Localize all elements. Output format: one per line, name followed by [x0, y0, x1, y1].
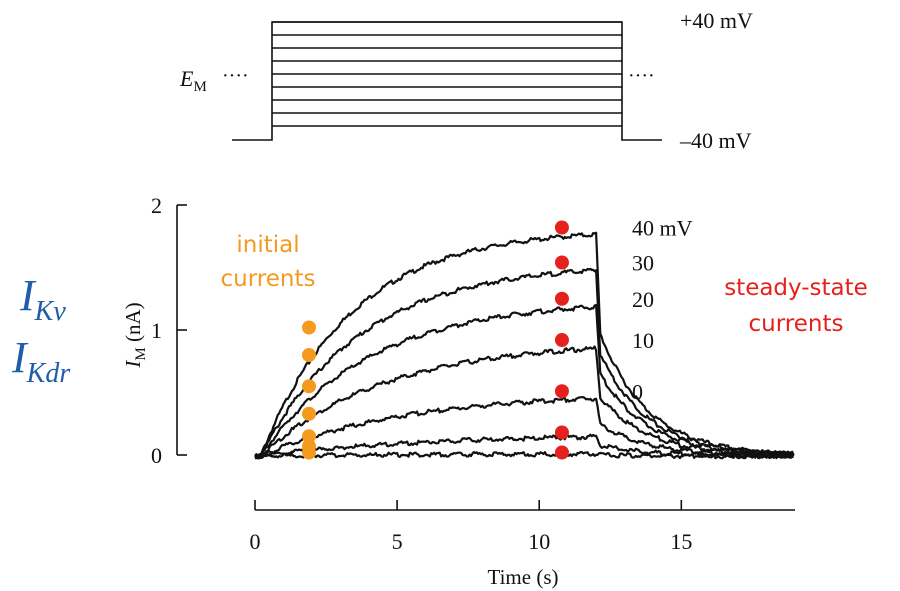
- current-label-kdr: IKdr: [11, 333, 70, 389]
- holding-potential-label: EM: [179, 66, 207, 95]
- x-tick-label-10: 10: [528, 529, 550, 554]
- protocol-step-lines: [272, 21, 622, 127]
- series-label-1: 30: [632, 251, 654, 276]
- steady-state-annotation: steady-state currents: [724, 275, 868, 337]
- protocol-bottom-label: –40 mV: [679, 128, 752, 153]
- initial-marker-3: [302, 406, 316, 421]
- steady-marker-0: [554, 220, 569, 235]
- series-labels: 40 mV 30 20 10 0: [632, 216, 693, 405]
- x-tick-label-0: 0: [250, 529, 261, 554]
- x-tick-label-15: 15: [670, 529, 692, 554]
- initial-marker-0: [302, 320, 316, 335]
- y-tick-label-2: 2: [151, 193, 162, 218]
- steady-marker-4: [554, 384, 569, 399]
- current-type-labels: IKv IKdr: [11, 271, 70, 389]
- initial-marker-6: [302, 445, 316, 460]
- y-tick-label-0: 0: [151, 443, 162, 468]
- trace-2: [254, 304, 795, 460]
- data-markers: [302, 220, 569, 460]
- initial-label-line2: currents: [221, 266, 316, 292]
- series-label-4: 0: [632, 379, 643, 404]
- protocol-baseline: [232, 21, 662, 141]
- trace-1: [254, 267, 795, 459]
- x-tick-label-5: 5: [392, 529, 403, 554]
- steady-label-line2: currents: [749, 311, 844, 337]
- initial-marker-4: [302, 429, 316, 444]
- protocol-top-label: +40 mV: [680, 8, 753, 33]
- series-label-0: 40 mV: [632, 216, 693, 241]
- chart-axes: 0 1 2 0 5 10 15 Time (s) IM (nA): [121, 193, 795, 589]
- y-tick-label-1: 1: [151, 318, 162, 343]
- series-label-3: 10: [632, 328, 654, 353]
- steady-marker-1: [554, 255, 569, 270]
- voltage-protocol: EM ···· ···· +40 mV –40 mV: [179, 8, 753, 153]
- steady-marker-6: [554, 445, 569, 460]
- holding-dots-left: ····: [222, 65, 249, 87]
- trace-4: [254, 396, 795, 459]
- current-traces: [254, 231, 795, 460]
- steady-label-line1: steady-state: [724, 275, 868, 301]
- x-axis-label: Time (s): [488, 565, 559, 589]
- initial-marker-1: [302, 348, 316, 362]
- steady-marker-2: [554, 291, 569, 306]
- y-axis-ticks: 0 1 2: [151, 193, 187, 468]
- initial-marker-2: [302, 379, 316, 394]
- steady-marker-3: [554, 333, 569, 347]
- trace-3: [254, 345, 795, 459]
- holding-dots-right: ····: [628, 65, 655, 87]
- initial-currents-annotation: initial currents: [221, 232, 316, 292]
- series-label-2: 20: [632, 287, 654, 312]
- y-axis-label: IM (nA): [121, 302, 149, 368]
- current-label-kv: IKv: [19, 271, 66, 327]
- initial-label-line1: initial: [236, 232, 299, 258]
- trace-0: [254, 231, 795, 458]
- x-axis-ticks: 0 5 10 15: [250, 500, 692, 554]
- trace-6: [254, 451, 795, 460]
- steady-marker-5: [554, 425, 569, 440]
